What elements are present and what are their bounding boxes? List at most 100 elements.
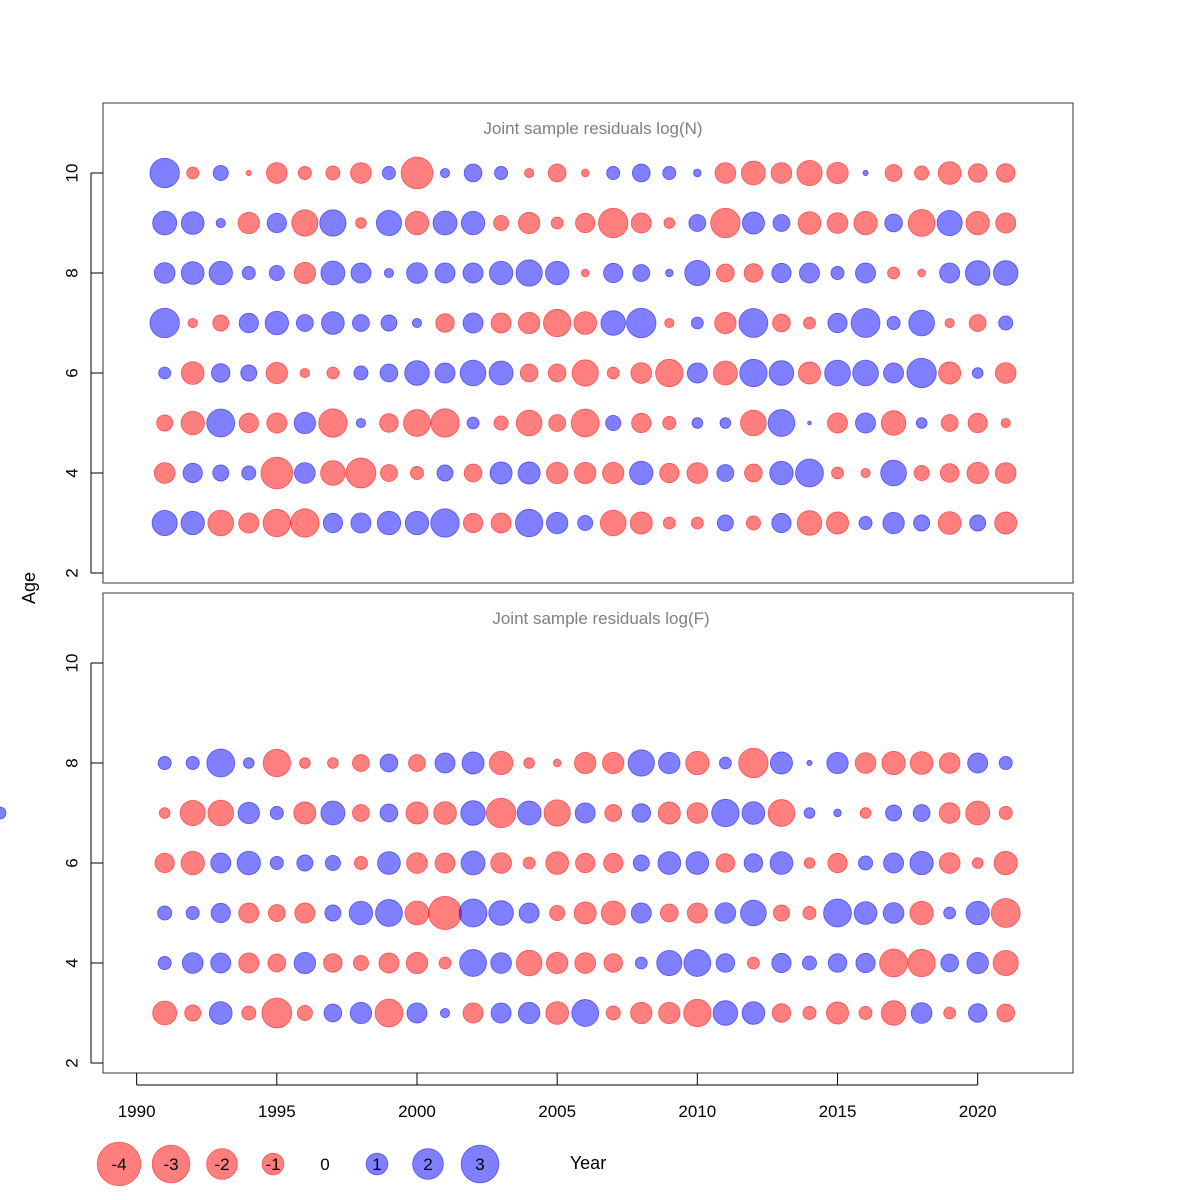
residual-bubble <box>940 414 959 432</box>
residual-bubble <box>181 952 204 974</box>
residual-bubble <box>881 750 906 776</box>
residual-bubble <box>459 949 487 977</box>
residual-bubble <box>715 853 736 873</box>
residual-bubble <box>604 804 623 822</box>
residual-bubble <box>882 902 905 924</box>
residual-bubble <box>466 416 480 430</box>
residual-bubble <box>799 262 820 284</box>
residual-bubble <box>716 514 734 532</box>
residual-bubble <box>490 852 512 874</box>
residual-bubble <box>860 467 871 479</box>
residual-bubble <box>319 209 347 237</box>
residual-bubble <box>971 857 984 869</box>
residual-bubble <box>690 516 704 530</box>
residual-bubble <box>740 160 766 186</box>
residual-bubble <box>296 854 314 872</box>
residual-bubble <box>352 954 369 972</box>
y-tick-label: 2 <box>62 1058 81 1067</box>
residual-bubble <box>571 999 600 1027</box>
residual-bubble <box>606 366 620 380</box>
residual-bubble <box>519 363 539 383</box>
residual-bubble <box>404 900 430 926</box>
residual-bubble <box>629 460 654 486</box>
residual-bubble <box>207 509 235 537</box>
residual-bubble <box>152 210 178 236</box>
residual-bubble <box>910 1002 933 1024</box>
residual-bubble <box>880 410 907 436</box>
residual-bubble <box>179 799 206 827</box>
residual-bubble <box>944 317 955 329</box>
residual-bubble <box>264 310 289 336</box>
residual-bubble <box>350 162 372 184</box>
residual-bubble <box>850 308 881 338</box>
residual-bubble <box>827 312 848 334</box>
residual-bubble <box>180 510 205 536</box>
residual-bubble <box>745 515 761 531</box>
residual-bubble <box>210 902 231 924</box>
residual-bubble <box>266 412 288 434</box>
legend-label: -2 <box>214 1155 229 1174</box>
panel-log-n: Joint sample residuals log(N) 2 4 6 8 10 <box>62 102 1074 584</box>
residual-bubble <box>294 902 316 924</box>
residual-bubble <box>827 852 848 874</box>
x-tick-label: 2005 <box>538 1102 576 1121</box>
residual-bubble <box>795 458 824 488</box>
residual-bubble <box>906 357 937 389</box>
residual-bubble <box>348 900 374 926</box>
y-tick-label: 8 <box>62 758 81 767</box>
residual-bubble <box>940 953 959 973</box>
residual-bubble <box>324 854 341 872</box>
residual-bubble <box>490 1002 512 1024</box>
residual-bubble <box>157 956 172 970</box>
residual-bubble <box>355 417 366 429</box>
residual-bubble <box>683 998 712 1028</box>
residual-bubble <box>323 953 343 973</box>
residual-bubble <box>769 851 794 875</box>
residual-bubble <box>627 749 655 777</box>
residual-bubble <box>180 361 205 385</box>
residual-bubble <box>996 1003 1016 1023</box>
residual-bubble <box>771 952 792 974</box>
residual-bubble <box>824 359 851 387</box>
residual-bubble <box>912 804 931 822</box>
residual-bubble <box>990 898 1021 928</box>
residual-bubble <box>291 209 319 237</box>
residual-bubble <box>714 162 737 184</box>
residual-bubble <box>658 751 681 775</box>
residual-bubble <box>884 213 903 233</box>
y-axis-label: Age <box>19 572 39 604</box>
residual-bubble <box>659 462 680 484</box>
residual-bubble <box>400 156 434 190</box>
residual-bubble <box>913 464 930 482</box>
residual-bubble <box>600 310 626 336</box>
residual-bubble <box>267 953 287 973</box>
residual-bubble <box>262 508 291 538</box>
residual-bubble <box>712 360 738 386</box>
residual-bubble <box>714 902 737 924</box>
residual-bubble <box>154 852 175 874</box>
residual-bubble <box>767 799 796 827</box>
residual-bubble <box>685 851 710 875</box>
residual-bubble <box>862 169 869 177</box>
residual-bubble <box>598 207 629 239</box>
residual-bubble <box>149 157 180 189</box>
x-tick-label: 1990 <box>118 1102 156 1121</box>
residual-bubble <box>379 803 399 823</box>
residual-bubble <box>943 1006 957 1020</box>
residual-bubble <box>630 902 652 924</box>
residual-bubble <box>908 309 935 337</box>
residual-bubble <box>267 904 286 922</box>
residual-bubble <box>859 807 872 819</box>
residual-bubble <box>936 209 963 237</box>
residual-bubble <box>546 951 569 975</box>
residual-bubble <box>657 851 682 875</box>
legend-bubble <box>460 1144 500 1184</box>
residual-bubble <box>543 799 571 827</box>
residual-bubble <box>710 207 741 239</box>
residual-bubble <box>546 461 569 485</box>
residual-bubble <box>406 852 428 874</box>
residual-bubble <box>404 510 430 536</box>
residual-bubble <box>552 758 562 768</box>
residual-bubble <box>886 316 901 330</box>
residual-bubble <box>439 1007 451 1019</box>
